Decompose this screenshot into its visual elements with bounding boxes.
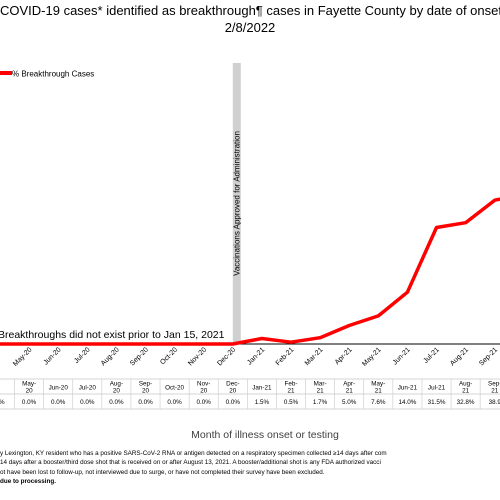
chart-title-line-2: 2/8/2022 [224, 20, 276, 35]
table-month-label: 20 [26, 388, 34, 395]
table-value: 0.0% [80, 399, 95, 406]
x-tick-label: Aug-20 [100, 346, 121, 367]
data-point [86, 343, 89, 345]
table-value: 14.0% [398, 399, 416, 406]
x-tick-label: Feb-21 [275, 346, 296, 367]
legend-label: % Breakthrough Cases [12, 70, 94, 79]
table-value: 0.0% [167, 399, 182, 406]
footnote-line-3: ot have been lost to follow-up, not inte… [0, 468, 325, 476]
vaccination-annotation: Vaccinations Approved for Administration [232, 131, 241, 276]
data-point [464, 221, 467, 224]
table-month-label: 20 [229, 388, 237, 395]
table-month-label: 21 [375, 388, 383, 395]
table-month-label: Oct-20 [165, 385, 184, 392]
table-month-label: Jun-21 [398, 385, 418, 392]
table-month-label: Aug- [459, 381, 472, 388]
table-month-label: 21 [462, 388, 470, 395]
data-point [115, 343, 118, 345]
data-point [406, 291, 409, 294]
series-line [0, 197, 500, 346]
table-value: 5.0% [342, 399, 357, 406]
table-value: 38.9 [489, 399, 500, 406]
table-value: 1.5% [255, 399, 270, 406]
x-tick-label: Aug-21 [449, 346, 470, 367]
table-month-label: 20 [200, 388, 208, 395]
x-tick-label: Jun-20 [43, 346, 63, 366]
data-point [0, 343, 1, 345]
table-month-label: 20 [113, 388, 121, 395]
table-value: 32.8% [457, 399, 475, 406]
chart-title: COVID-19 cases* identified as breakthrou… [0, 2, 500, 36]
data-point [435, 226, 438, 229]
table-month-label: 21 [287, 388, 295, 395]
table-month-label: Apr- [343, 381, 355, 388]
table-value: 0.0% [109, 399, 124, 406]
data-point [144, 343, 147, 345]
x-tick-label: Mar-21 [304, 346, 325, 367]
x-tick-label: May-20 [12, 346, 34, 368]
data-point [319, 336, 321, 339]
data-point [290, 341, 292, 344]
x-tick-label: Dec-20 [216, 346, 237, 367]
data-point [261, 337, 263, 340]
table-month-label: Jul-21 [428, 385, 446, 392]
table-month-label: Sep- [488, 381, 500, 388]
footnote-line-4: due to processing. [0, 478, 56, 486]
data-point [57, 343, 60, 345]
footnote-line-2: 14 days after a booster/third dose shot … [0, 459, 381, 467]
table-month-label: Sep- [139, 381, 152, 388]
table-month-label: 21 [346, 388, 354, 395]
vaccination-band [232, 63, 241, 344]
data-point [231, 343, 234, 345]
table-value: 0.0% [138, 399, 153, 406]
data-point [28, 343, 30, 345]
breakthrough-annotation: Breakthroughs did not exist prior to Jan… [0, 329, 225, 341]
data-point [348, 324, 351, 327]
table-month-label: Aug- [110, 381, 123, 388]
table-value: 0.0% [22, 399, 37, 406]
table-month-label: Dec- [226, 381, 239, 388]
table-value: 0% [0, 399, 5, 406]
table-month-label: 21 [491, 388, 499, 395]
table-month-label: Mar- [314, 381, 327, 388]
table-value: 0.5% [284, 399, 299, 406]
table-month-label: Nov- [197, 381, 210, 388]
x-tick-label: Jan-21 [246, 346, 266, 366]
table-value: 0.0% [197, 399, 212, 406]
x-tick-label: Jul-20 [73, 346, 92, 365]
footnote-line-1: y Lexington, KY resident who has a posit… [0, 450, 387, 457]
x-tick-label: May-21 [361, 346, 383, 368]
x-tick-label: Oct-20 [159, 346, 179, 366]
x-tick-label: Jun-21 [392, 346, 412, 366]
table-month-label: Jul-20 [79, 385, 97, 392]
table-month-label: 21 [317, 388, 325, 395]
x-axis-title: Month of illness onset or testing [191, 429, 339, 441]
x-tick-label: Nov-20 [187, 346, 208, 367]
table-month-label: May- [371, 381, 385, 388]
table-month-label: May- [22, 381, 36, 388]
data-point [202, 343, 205, 345]
x-tick-label: Jul-21 [422, 346, 441, 365]
table-month-label: Jun-20 [49, 385, 69, 392]
footnotes: y Lexington, KY resident who has a posit… [0, 449, 500, 487]
data-point [173, 343, 176, 345]
table-value: 7.6% [371, 399, 386, 406]
x-tick-label: Sep-20 [129, 346, 150, 367]
data-point [493, 199, 496, 202]
table-month-label: Jan-21 [252, 385, 272, 392]
table-value: 0.0% [51, 399, 66, 406]
table-month-label: Feb- [285, 381, 298, 388]
data-point [377, 314, 380, 317]
table-month-label: 20 [142, 388, 150, 395]
table-value: 1.7% [313, 399, 328, 406]
x-tick-label: Sep-21 [478, 346, 499, 367]
chart-title-line-1: COVID-19 cases* identified as breakthrou… [0, 3, 500, 18]
table-value: 0.0% [226, 399, 241, 406]
x-tick-label: Apr-21 [334, 346, 354, 366]
table-value: 31.5% [428, 399, 446, 406]
